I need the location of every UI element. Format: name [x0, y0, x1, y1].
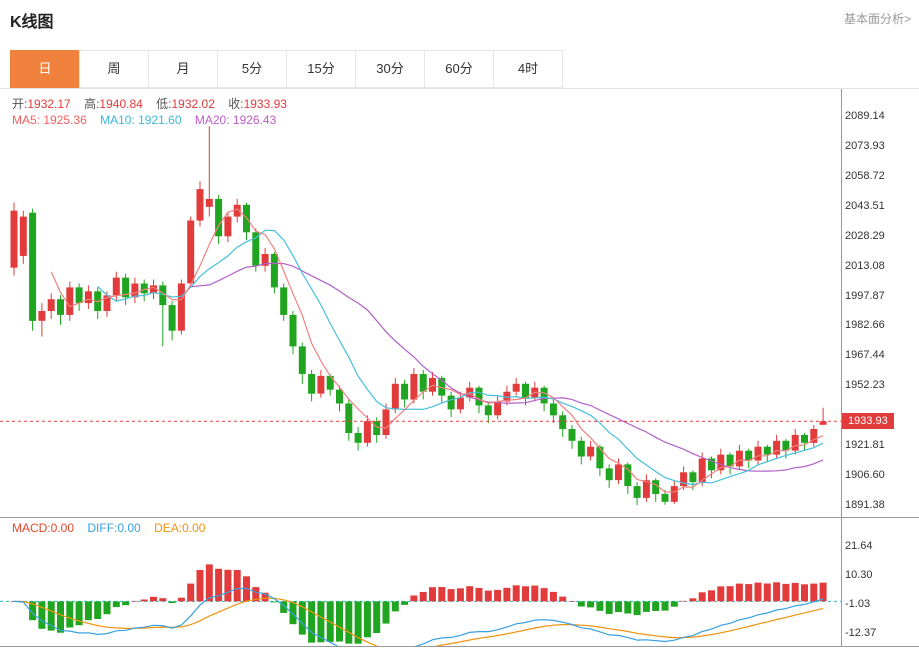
y-axis-label: 2058.72 [845, 169, 885, 182]
price-axis-border [841, 89, 842, 646]
tab-月[interactable]: 月 [148, 50, 218, 88]
page-title: K线图 [10, 14, 54, 31]
close-value: 1933.93 [243, 97, 287, 111]
tab-30分[interactable]: 30分 [355, 50, 425, 88]
macd-pane[interactable]: MACD:0.00 DIFF:0.00 DEA:0.00 [0, 517, 841, 646]
y-axis-label: 1997.87 [845, 289, 885, 302]
y-axis-label: 2073.93 [845, 139, 885, 152]
dea-label: DEA: [154, 521, 183, 535]
y-axis-label: 1921.81 [845, 439, 885, 452]
y-axis-label: 2013.08 [845, 259, 885, 272]
tab-60分[interactable]: 60分 [424, 50, 494, 88]
ma10-label: MA10: [100, 113, 135, 127]
macd-readout: MACD:0.00 DIFF:0.00 DEA:0.00 [12, 521, 215, 535]
y-axis-label: 1952.23 [845, 379, 885, 392]
y-axis-label: -1.03 [845, 598, 871, 610]
diff-value: 0.00 [117, 521, 141, 535]
open-value: 1932.17 [27, 97, 71, 111]
y-axis-label: 1967.44 [845, 349, 885, 362]
tab-15分[interactable]: 15分 [286, 50, 356, 88]
open-label: 开: [12, 97, 28, 111]
y-axis-label: 10.30 [845, 569, 873, 581]
y-axis-label: 1906.60 [845, 469, 885, 482]
tab-周[interactable]: 周 [79, 50, 149, 88]
chart-bottom-border [0, 646, 919, 647]
macd-label: MACD: [12, 521, 51, 535]
y-axis-label: 1891.38 [845, 499, 885, 511]
low-label: 低: [156, 97, 172, 111]
current-price-tag: 1933.93 [842, 413, 894, 430]
y-axis-label: 2028.29 [845, 229, 885, 242]
period-tabs: 日周月 5分 15分 30分 60分 4时 [10, 50, 563, 88]
ma5-label: MA5: [12, 113, 41, 127]
high-label: 高: [84, 97, 100, 111]
y-axis-label: -12.37 [845, 627, 877, 639]
ma10-value: 1921.60 [138, 113, 182, 127]
ma20-label: MA20: [194, 113, 230, 127]
ma20-value: 1926.43 [232, 113, 277, 127]
close-label: 收: [228, 97, 244, 111]
tab-日[interactable]: 日 [10, 50, 80, 88]
main-candlestick-pane[interactable]: 开:1932.17 高:1940.84 低:1932.02 收:1933.93 … [0, 89, 841, 517]
chart-area: 开:1932.17 高:1940.84 低:1932.02 收:1933.93 … [0, 88, 919, 647]
tab-4时[interactable]: 4时 [493, 50, 563, 88]
y-axis-label: 2043.51 [845, 199, 885, 212]
low-value: 1932.02 [171, 97, 215, 111]
high-value: 1940.84 [99, 97, 143, 111]
tab-5分[interactable]: 5分 [217, 50, 287, 88]
macd-value: 0.00 [50, 521, 75, 535]
ohlc-readout: 开:1932.17 高:1940.84 低:1932.02 收:1933.93 [12, 95, 297, 112]
y-axis-label: 1982.66 [845, 319, 885, 332]
dea-value: 0.00 [182, 521, 206, 535]
ma-readout: MA5: 1925.36 MA10: 1921.60 MA20: 1926.43 [12, 113, 286, 127]
fundamental-analysis-link[interactable]: 基本面分析> [843, 12, 911, 26]
y-axis-label: 21.64 [845, 540, 873, 552]
macd-canvas [0, 564, 841, 646]
diff-label: DIFF: [87, 521, 118, 535]
candlestick-canvas [0, 126, 841, 505]
panel-divider [0, 517, 919, 518]
ma5-value: 1925.36 [43, 113, 87, 127]
y-axis-label: 2089.14 [845, 110, 885, 122]
